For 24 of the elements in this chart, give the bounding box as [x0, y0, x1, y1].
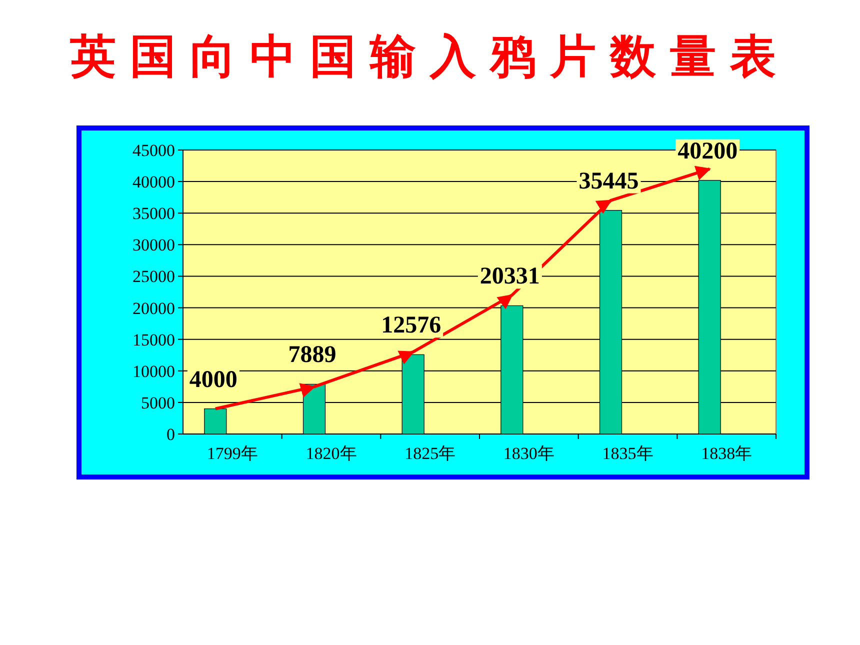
y-tick-label: 15000 [132, 330, 175, 350]
data-label: 12576 [381, 312, 442, 339]
data-label: 7889 [288, 342, 336, 368]
y-tick-label: 10000 [132, 362, 175, 381]
x-tick-label: 1820年 [306, 444, 357, 463]
x-tick-label: 1830年 [503, 444, 554, 463]
chart-title: 英国向中国输入鸦片数量表 [69, 29, 790, 83]
x-tick-label: 1825年 [404, 444, 456, 463]
x-tick-label: 1799年 [206, 444, 258, 463]
y-tick-label: 35000 [132, 204, 175, 224]
x-tick-label: 1835年 [602, 444, 654, 463]
y-tick-label: 0 [166, 425, 175, 444]
data-label: 35445 [578, 168, 639, 194]
y-tick-label: 25000 [132, 267, 175, 286]
y-tick-label: 5000 [141, 393, 175, 412]
y-tick-label: 20000 [132, 298, 175, 318]
y-tick-label: 45000 [132, 141, 175, 160]
data-label: 40200 [678, 138, 738, 164]
data-label: 4000 [189, 366, 238, 393]
y-tick-label: 30000 [132, 236, 175, 255]
y-tick-label: 40000 [132, 172, 175, 192]
x-tick-label: 1838年 [701, 444, 752, 463]
data-label: 20331 [480, 264, 540, 290]
bar [204, 408, 227, 434]
